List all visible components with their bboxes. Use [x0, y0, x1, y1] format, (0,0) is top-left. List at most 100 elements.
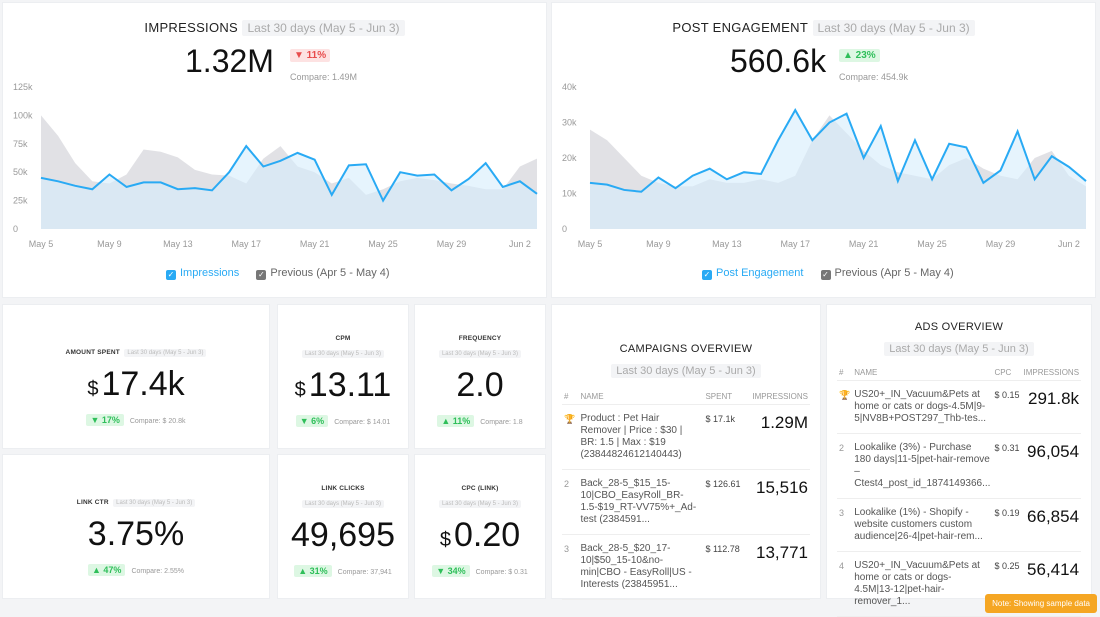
kpi-label: LINK CLICKS [321, 485, 365, 492]
kpi-number: 0.20 [453, 516, 521, 554]
table-row[interactable]: 3 Back_28-5_$20_17-10|$50_15-10&no-min|C… [562, 534, 810, 600]
row-impressions: 15,516 [745, 469, 810, 535]
x-tick-label: May 13 [163, 239, 193, 249]
x-tick-label: May 21 [849, 239, 879, 249]
change-badge: ▲ 31% [294, 565, 332, 577]
date-range-dropdown[interactable]: Last 30 days (May 5 - Jun 3) [438, 500, 522, 508]
kpi-value: 3.75% [3, 515, 269, 554]
rank: 4 [837, 551, 853, 617]
row-name: US20+_IN_Vacuum&Pets at home or cats or … [852, 551, 993, 617]
col-name: NAME [852, 365, 993, 381]
legend-previous[interactable]: ✓ Previous (Apr 5 - May 4) [820, 267, 954, 280]
change-badge: ▼ 11% [290, 49, 331, 62]
date-range-dropdown[interactable]: Last 30 days (May 5 - Jun 3) [242, 20, 405, 36]
kpi-label: AMOUNT SPENT [65, 349, 120, 356]
x-tick-label: May 9 [97, 239, 122, 249]
kpi-number: 2.0 [456, 366, 504, 404]
y-tick-label: 25k [13, 196, 28, 206]
rank: 🏆 [837, 380, 853, 434]
compare-text: Compare: 454.9k [839, 72, 909, 82]
kpi-label: LINK CTR [76, 499, 109, 506]
kpi-number: 49,695 [291, 516, 395, 554]
rank: 3 [837, 498, 853, 552]
row-name: Product : Pet Hair Remover | Price : $30… [578, 404, 704, 470]
rank: 3 [562, 534, 579, 600]
y-tick-label: 40k [562, 82, 577, 92]
row-spent: $ 17.1k [703, 404, 746, 470]
compare-text: Compare: 2.55% [131, 568, 184, 575]
kpi-number: 17.4k [101, 365, 185, 403]
current-line [40, 144, 538, 203]
date-range-dropdown[interactable]: Last 30 days (May 5 - Jun 3) [124, 349, 207, 357]
table-row[interactable]: 2 Back_28-5_$15_15-10|CBO_EasyRoll_BR-1.… [562, 469, 810, 535]
row-impressions: 291.8k [1021, 380, 1082, 434]
currency-symbol: $ [294, 379, 306, 401]
rank: 2 [562, 469, 579, 535]
current-area [41, 146, 537, 229]
kpi-card: LINK CTR Last 30 days (May 5 - Jun 3) 3.7… [2, 454, 270, 599]
date-range-dropdown[interactable]: Last 30 days (May 5 - Jun 3) [113, 499, 196, 507]
kpi-value: $0.20 [415, 516, 545, 555]
date-range-dropdown[interactable]: Last 30 days (May 5 - Jun 3) [438, 350, 522, 358]
y-tick-label: 0 [562, 224, 567, 234]
x-tick-label: May 21 [300, 239, 330, 249]
col-impressions: IMPRESSIONS [1021, 365, 1082, 381]
x-tick-label: May 25 [917, 239, 947, 249]
row-impressions: 13,771 [745, 534, 810, 600]
table-row[interactable]: 🏆 US20+_IN_Vacuum&Pets at home or cats o… [837, 380, 1082, 434]
col-rank: # [562, 389, 579, 405]
checkbox-icon: ✓ [702, 270, 712, 280]
kpi-label: CPC (LINK) [461, 485, 499, 492]
date-range-dropdown[interactable]: Last 30 days (May 5 - Jun 3) [301, 500, 385, 508]
ads-table: # NAME CPC IMPRESSIONS 🏆 US20+_IN_Vacuum&Pe… [837, 365, 1082, 617]
change-badge: ▼ 6% [295, 415, 329, 427]
kpi-label: CPM [335, 335, 351, 342]
col-rank: # [837, 365, 853, 381]
legend-engagement[interactable]: ✓ Post Engagement [702, 267, 804, 280]
x-tick-label: May 9 [646, 239, 671, 249]
change-badge: ▲ 23% [839, 49, 880, 62]
compare-text: Compare: 1.49M [290, 72, 358, 82]
currency-symbol: $ [87, 378, 99, 400]
engagement-value: 560.6k [730, 43, 827, 79]
kpi-card: CPM Last 30 days (May 5 - Jun 3) $13.11 ▼ … [277, 304, 409, 449]
col-name: NAME [578, 389, 704, 405]
legend-impressions[interactable]: ✓ Impressions [166, 267, 240, 280]
col-spent: SPENT [703, 389, 746, 405]
current-area [590, 110, 1086, 229]
y-tick-label: 100k [13, 110, 33, 120]
checkbox-icon: ✓ [820, 270, 831, 280]
compare-text: Compare: $ 14.01 [334, 419, 391, 426]
compare-text: Compare: $ 20.8k [129, 418, 186, 425]
change-badge: ▲ 47% [88, 564, 126, 576]
y-tick-label: 50k [13, 167, 28, 177]
date-range-dropdown[interactable]: Last 30 days (May 5 - Jun 3) [611, 364, 761, 378]
table-row[interactable]: 🏆 Product : Pet Hair Remover | Price : $… [562, 404, 810, 470]
table-row[interactable]: 3 Lookalike (1%) - Shopify - website cus… [837, 498, 1082, 552]
y-tick-label: 0 [13, 224, 18, 234]
x-tick-label: May 17 [231, 239, 261, 249]
x-tick-label: May 25 [368, 239, 398, 249]
campaigns-widget: CAMPAIGNS OVERVIEW Last 30 days (May 5 -… [551, 304, 821, 600]
date-range-dropdown[interactable]: Last 30 days (May 5 - Jun 3) [812, 20, 975, 36]
checkbox-icon: ✓ [256, 270, 267, 280]
widget-title: POST ENGAGEMENT [672, 20, 809, 35]
kpi-card: CPC (LINK) Last 30 days (May 5 - Jun 3) $0… [414, 454, 546, 599]
checkbox-icon: ✓ [166, 270, 176, 280]
table-row[interactable]: 2 Lookalike (3%) - Purchase 180 days|11-… [837, 433, 1082, 499]
legend-previous[interactable]: ✓ Previous (Apr 5 - May 4) [256, 267, 390, 280]
y-tick-label: 30k [562, 118, 577, 128]
row-impressions: 1.29M [745, 404, 810, 470]
kpi-value: 49,695 [278, 516, 408, 555]
date-range-dropdown[interactable]: Last 30 days (May 5 - Jun 3) [301, 350, 385, 358]
change-badge: ▼ 17% [86, 414, 124, 426]
row-cpc: $ 0.15 [992, 380, 1022, 434]
date-range-dropdown[interactable]: Last 30 days (May 5 - Jun 3) [884, 342, 1034, 356]
row-name: US20+_IN_Vacuum&Pets at home or cats or … [852, 380, 993, 434]
engagement-widget: POST ENGAGEMENT Last 30 days (May 5 - Ju… [551, 2, 1096, 298]
compare-text: Compare: 37,941 [337, 569, 392, 576]
kpi-card: LINK CLICKS Last 30 days (May 5 - Jun 3) 4… [277, 454, 409, 599]
widget-title: IMPRESSIONS [144, 20, 239, 35]
y-tick-label: 75k [13, 139, 28, 149]
engagement-chart: 0 10k 20k 30k 40k May 5 May 9 May 13 May 17 May 2… [562, 82, 1087, 249]
